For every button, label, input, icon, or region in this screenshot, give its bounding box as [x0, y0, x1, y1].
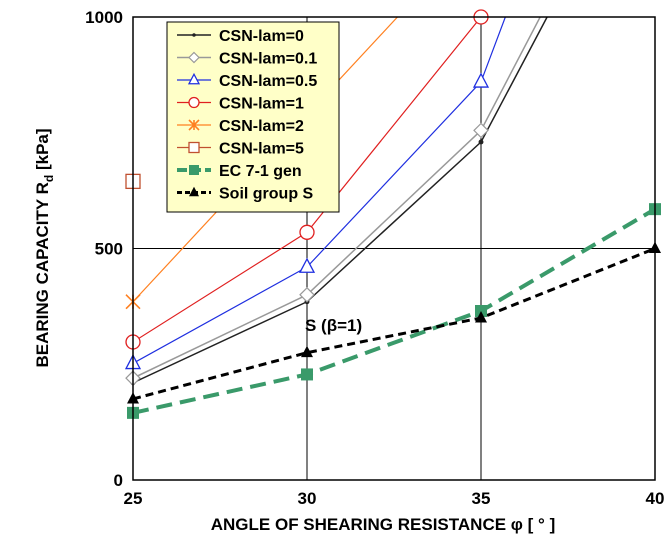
legend-marker-csn-lam-0-5	[187, 72, 201, 85]
y-tick-label: 500	[95, 240, 123, 259]
x-tick-label: 25	[124, 489, 143, 508]
y-axis-label: BEARING CAPACITY Rd [kPa]	[33, 128, 56, 367]
y-axis-label-unit: [kPa]	[33, 128, 52, 174]
data-point-csn-lam-0	[478, 139, 484, 145]
series-line-csn-lam-0	[133, 17, 548, 384]
data-point-csn-lam-0-1	[473, 122, 489, 139]
data-point-ec-7-1-gen	[475, 305, 487, 318]
legend-marker-csn-lam-0-1	[188, 51, 200, 64]
y-tick-label: 1000	[85, 8, 123, 27]
legend-label-soil-group-s: Soil group S	[219, 186, 314, 203]
legend-label-ec-7-1-gen: EC 7-1 gen	[219, 163, 302, 180]
legend-marker-soil-group-s	[189, 186, 199, 197]
tick-labels: 25 30 35 40 0 500 1000	[85, 8, 664, 508]
y-axis-label-subscript: d	[42, 175, 56, 182]
annotation-soil-group: S (β=1)	[305, 316, 362, 335]
data-point-csn-lam-1	[299, 224, 315, 240]
plot-frame	[132, 16, 656, 481]
x-tick-label: 35	[472, 489, 491, 508]
legend-marker-csn-lam-2	[188, 119, 200, 131]
data-point-soil-group-s	[475, 311, 487, 323]
legend-marker-csn-lam-1	[188, 96, 200, 109]
legend-label-csn-lam-2: CSN-lam=2	[219, 118, 304, 135]
legend-marker-csn-lam-5	[188, 141, 200, 154]
legend-label-csn-lam-0-1: CSN-lam=0.1	[219, 51, 317, 68]
data-point-soil-group-s	[301, 345, 313, 358]
x-axis-label: ANGLE OF SHEARING RESISTANCE φ [ ° ]	[211, 515, 556, 534]
legend-marker-csn-lam-0	[192, 33, 196, 37]
series-layer	[133, 17, 655, 415]
series-line-csn-lam-0-5	[133, 17, 506, 364]
legend-label-csn-lam-0-5: CSN-lam=0.5	[219, 73, 317, 90]
data-point-csn-lam-0-1	[299, 286, 315, 303]
y-tick-label: 0	[114, 471, 123, 490]
series-line-ec-7-1-gen	[133, 207, 655, 415]
legend-label-csn-lam-5: CSN-lam=5	[219, 141, 304, 158]
data-point-ec-7-1-gen	[301, 368, 313, 381]
legend-marker-ec-7-1-gen	[189, 165, 199, 175]
data-point-csn-lam-0-5	[472, 72, 490, 88]
x-tick-label: 30	[298, 489, 317, 508]
legend-label-csn-lam-0: CSN-lam=0	[219, 28, 304, 45]
legend: CSN-lam=0 CSN-lam=0.1 CSN-lam=0.5 CSN-lam=1…	[166, 21, 340, 213]
series-line-csn-lam-0-1	[133, 17, 541, 379]
y-axis-label-main: BEARING CAPACITY R	[33, 182, 52, 367]
data-point-csn-lam-0-5	[298, 257, 316, 273]
legend-label-csn-lam-1: CSN-lam=1	[219, 96, 304, 113]
x-tick-label: 40	[646, 489, 665, 508]
